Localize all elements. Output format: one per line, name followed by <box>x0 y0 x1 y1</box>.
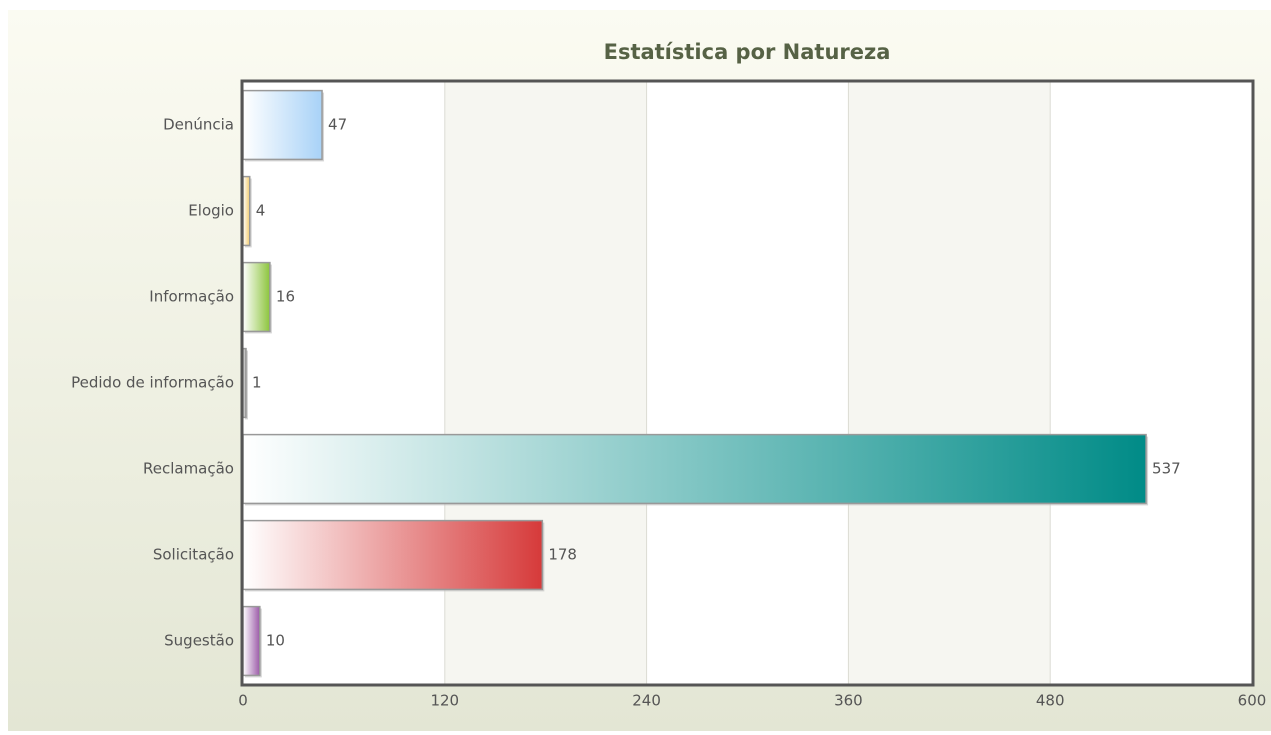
x-tick-label: 120 <box>430 692 459 710</box>
data-label: 537 <box>1152 460 1181 478</box>
y-tick-label: Solicitação <box>153 546 234 564</box>
bar <box>242 605 261 677</box>
bar <box>242 519 544 591</box>
x-tick-label: 600 <box>1238 692 1267 710</box>
x-tick-label: 480 <box>1036 692 1065 710</box>
data-label: 4 <box>256 202 266 220</box>
y-tick-label: Denúncia <box>163 116 234 134</box>
x-tick-label: 240 <box>632 692 661 710</box>
y-tick-label: Sugestão <box>164 632 234 650</box>
x-tick-label: 360 <box>834 692 863 710</box>
y-tick-label: Pedido de informação <box>71 374 234 392</box>
data-label: 16 <box>276 288 295 306</box>
y-tick-label: Informação <box>149 288 234 306</box>
x-tick-label: 0 <box>238 692 248 710</box>
bar <box>242 261 271 333</box>
grid-band <box>848 82 1051 684</box>
data-label: 178 <box>548 546 577 564</box>
y-tick-label: Elogio <box>188 202 234 220</box>
grid-band <box>444 82 647 684</box>
data-label: 10 <box>266 632 285 650</box>
y-tick-label: Reclamação <box>143 460 234 478</box>
bar <box>242 175 251 247</box>
chart-title: Estatística por Natureza <box>604 40 891 64</box>
plot-area <box>243 82 1252 684</box>
bar <box>242 89 323 161</box>
data-label: 47 <box>328 116 347 134</box>
data-label: 1 <box>252 374 262 392</box>
plot-border <box>240 79 1255 687</box>
bar <box>242 433 1147 505</box>
